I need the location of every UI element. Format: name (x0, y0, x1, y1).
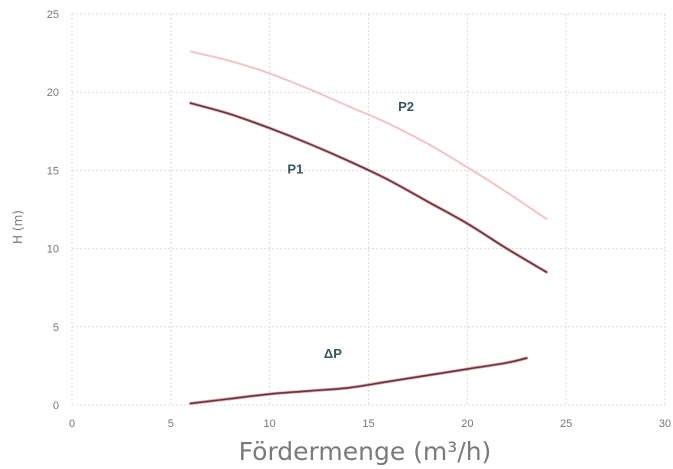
series-label: P1 (287, 162, 303, 177)
series-delta-p (189, 356, 529, 406)
x-tick-label: 0 (69, 418, 75, 430)
annotations: P2 P1 ΔP (287, 99, 414, 361)
y-tick-label: 5 (53, 322, 59, 334)
x-tick-label: 30 (659, 418, 671, 430)
series-p1-line (189, 102, 548, 273)
x-tick-label: 5 (168, 418, 174, 430)
x-tick-label: 25 (560, 418, 572, 430)
series-label: ΔP (324, 346, 342, 361)
y-tick-label: 0 (53, 400, 59, 412)
y-axis-title: H (m) (11, 210, 25, 244)
series-p2-line (189, 50, 548, 220)
x-tick-label: 10 (264, 418, 276, 430)
grid (71, 13, 666, 406)
y-tick-label: 25 (47, 9, 59, 21)
series-delta-p-line (189, 357, 528, 405)
x-tick-label: 15 (362, 418, 374, 430)
y-tick-label: 10 (47, 244, 59, 256)
series-p2 (189, 50, 548, 220)
y-tick-label: 15 (47, 165, 59, 177)
series-label: P2 (398, 99, 414, 114)
tick-labels: 0 5 10 15 20 25 30 0 5 10 15 20 25 (47, 9, 671, 430)
x-axis-title: Fördermenge (m³/h) (239, 437, 492, 466)
series-p1 (189, 101, 548, 274)
y-tick-label: 20 (47, 87, 59, 99)
series-layer (189, 50, 548, 406)
x-tick-label: 20 (461, 418, 473, 430)
